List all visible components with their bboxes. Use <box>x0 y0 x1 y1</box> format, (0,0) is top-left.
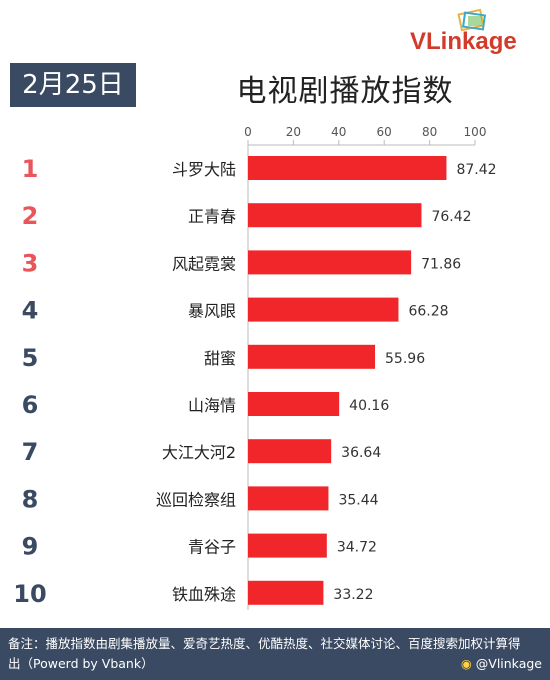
weibo-icon: ◉ <box>460 656 472 671</box>
rank-number: 1 <box>22 155 39 183</box>
rank-number: 3 <box>22 249 39 277</box>
category-label: 斗罗大陆 <box>172 160 236 179</box>
category-label: 大江大河2 <box>162 443 236 462</box>
rank-number: 10 <box>13 580 46 608</box>
footer-note: 备注：播放指数由剧集播放量、爱奇艺热度、优酷热度、社交媒体讨论、百度搜索加权计算… <box>8 636 521 671</box>
category-label: 铁血殊途 <box>172 585 236 604</box>
logo-mark-icon <box>457 8 487 32</box>
bar <box>248 392 340 416</box>
value-label: 36.64 <box>341 445 381 461</box>
bar <box>248 203 422 228</box>
rank-number: 4 <box>22 297 39 325</box>
value-label: 71.86 <box>421 256 461 272</box>
rank-number: 5 <box>22 344 39 372</box>
x-tick-label: 100 <box>464 125 487 139</box>
value-label: 66.28 <box>408 304 448 320</box>
bar-chart: 0 20 40 60 80 100 1 斗罗大陆 87.42 2 正青春 76.42 3 风起霓裳 71.8… <box>13 125 497 610</box>
value-label: 87.42 <box>456 162 496 178</box>
rank-number: 8 <box>22 485 39 513</box>
footer-bar: 备注：播放指数由剧集播放量、爱奇艺热度、优酷热度、社交媒体讨论、百度搜索加权计算… <box>0 628 550 680</box>
bar <box>248 297 399 322</box>
category-label: 暴风眼 <box>188 302 236 321</box>
bar <box>248 250 412 275</box>
x-tick-label: 0 <box>244 125 252 139</box>
x-tick-label: 60 <box>377 125 392 139</box>
category-label: 风起霓裳 <box>172 254 236 273</box>
rank-number: 6 <box>22 391 39 419</box>
category-label: 巡回检察组 <box>156 490 236 509</box>
brand-logo: VLinkage <box>410 8 545 56</box>
value-label: 35.44 <box>338 492 378 508</box>
weibo-handle: @Vlinkage <box>475 656 542 671</box>
value-label: 55.96 <box>385 351 425 367</box>
bar <box>248 156 447 180</box>
x-tick-label: 20 <box>286 125 301 139</box>
date-badge: 2月25日 <box>10 63 136 107</box>
bar <box>248 580 324 605</box>
weibo-watermark: ◉ @Vlinkage <box>461 656 542 671</box>
x-tick-label: 80 <box>422 125 437 139</box>
category-label: 青谷子 <box>188 538 236 557</box>
value-label: 33.22 <box>333 587 373 603</box>
chart-title: 电视剧播放指数 <box>236 74 454 109</box>
category-label: 正青春 <box>188 207 236 226</box>
category-label: 山海情 <box>188 396 236 415</box>
bar <box>248 439 332 464</box>
x-tick-label: 40 <box>331 125 346 139</box>
category-label: 甜蜜 <box>204 349 236 368</box>
logo-text: VLinkage <box>410 28 517 55</box>
value-label: 34.72 <box>337 540 377 556</box>
value-label: 76.42 <box>431 209 471 225</box>
bar <box>248 344 376 369</box>
value-label: 40.16 <box>349 398 389 414</box>
bar <box>248 486 329 511</box>
rank-number: 9 <box>22 533 39 561</box>
rank-number: 2 <box>22 202 39 230</box>
bar <box>248 533 327 558</box>
rank-number: 7 <box>22 438 39 466</box>
